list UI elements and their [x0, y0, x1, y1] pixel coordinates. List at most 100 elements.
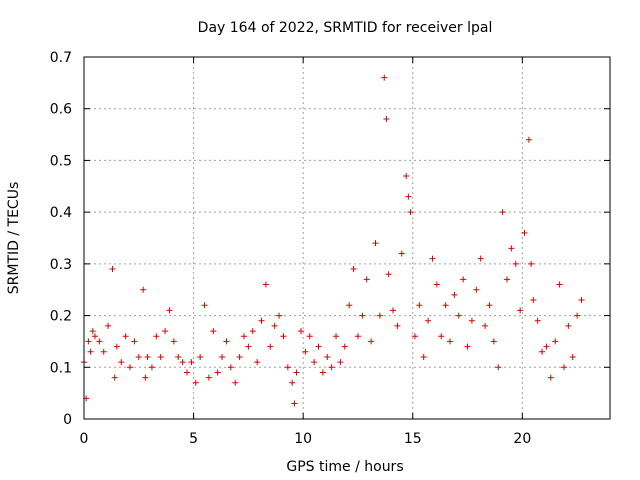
data-point [495, 364, 502, 371]
y-tick-labels: 0 0.1 0.2 0.3 0.4 0.5 0.6 0.7 [50, 50, 72, 428]
data-point [232, 379, 239, 386]
data-point [350, 266, 357, 273]
data-point [425, 317, 432, 324]
data-point [539, 348, 546, 355]
data-point [109, 266, 116, 273]
data-series-srmtid [81, 74, 585, 407]
chart-title: Day 164 of 2022, SRMTID for receiver lpa… [198, 20, 493, 36]
data-point [346, 302, 353, 309]
x-tick-label: 15 [404, 431, 422, 447]
data-point [433, 281, 440, 288]
data-point [565, 322, 572, 329]
data-point [468, 317, 475, 324]
data-point [118, 359, 125, 366]
data-point [574, 312, 581, 319]
x-tick-label: 5 [189, 431, 198, 447]
data-point [289, 379, 296, 386]
data-point [236, 353, 243, 360]
data-point [85, 338, 92, 345]
data-point [131, 338, 138, 345]
data-point [214, 369, 221, 376]
data-point [142, 374, 149, 381]
data-point [534, 317, 541, 324]
data-point [477, 255, 484, 262]
data-point [96, 338, 103, 345]
data-point [381, 74, 388, 81]
data-point [249, 328, 256, 335]
data-point [113, 343, 120, 350]
data-point [135, 353, 142, 360]
data-point [240, 333, 247, 340]
data-point [503, 276, 510, 283]
data-point [560, 364, 567, 371]
data-point [405, 193, 412, 200]
y-tick-label: 0.1 [50, 360, 72, 376]
data-point [341, 343, 348, 350]
x-tick-labels: 0 5 10 15 20 [80, 431, 532, 447]
data-point [170, 338, 177, 345]
data-point [144, 353, 151, 360]
data-point [89, 328, 96, 335]
data-point [179, 359, 186, 366]
x-tick-label: 20 [513, 431, 531, 447]
data-point [153, 333, 160, 340]
data-point [324, 353, 331, 360]
data-point [276, 312, 283, 319]
data-point [359, 312, 366, 319]
data-point [403, 172, 410, 179]
data-point [521, 229, 528, 236]
data-point [148, 364, 155, 371]
data-point [105, 322, 112, 329]
y-tick-label: 0.6 [50, 102, 72, 118]
data-point [271, 322, 278, 329]
data-point [127, 364, 134, 371]
data-point [473, 286, 480, 293]
y-tick-label: 0.5 [50, 153, 72, 169]
data-point [578, 297, 585, 304]
data-point [552, 338, 559, 345]
y-tick-label: 0.7 [50, 50, 72, 66]
data-point [219, 353, 226, 360]
x-tick-label: 0 [80, 431, 89, 447]
data-point [280, 333, 287, 340]
data-point [333, 333, 340, 340]
data-point [376, 312, 383, 319]
y-tick-label: 0 [63, 412, 72, 428]
data-point [157, 353, 164, 360]
data-point [547, 374, 554, 381]
data-point [398, 250, 405, 257]
y-tick-label: 0.4 [50, 205, 72, 221]
data-point [291, 400, 298, 407]
data-point [460, 276, 467, 283]
data-point [175, 353, 182, 360]
data-point [258, 317, 265, 324]
x-axis-label: GPS time / hours [286, 459, 403, 475]
data-point [394, 322, 401, 329]
data-point [390, 307, 397, 314]
data-point [455, 312, 462, 319]
data-point [543, 343, 550, 350]
data-point [223, 338, 230, 345]
data-point [368, 338, 375, 345]
data-point [372, 240, 379, 247]
data-point [91, 333, 98, 340]
grid [84, 57, 610, 419]
data-point [416, 302, 423, 309]
data-point [197, 353, 204, 360]
data-point [420, 353, 427, 360]
data-point [512, 260, 519, 267]
plot-frame [83, 56, 611, 420]
data-point [302, 348, 309, 355]
data-point [188, 359, 195, 366]
data-point [311, 359, 318, 366]
data-point [556, 281, 563, 288]
data-point [262, 281, 269, 288]
data-point [525, 136, 532, 143]
data-point [447, 338, 454, 345]
data-point [293, 369, 300, 376]
data-point [184, 369, 191, 376]
data-point [517, 307, 524, 314]
data-point [315, 343, 322, 350]
data-point [383, 116, 390, 123]
